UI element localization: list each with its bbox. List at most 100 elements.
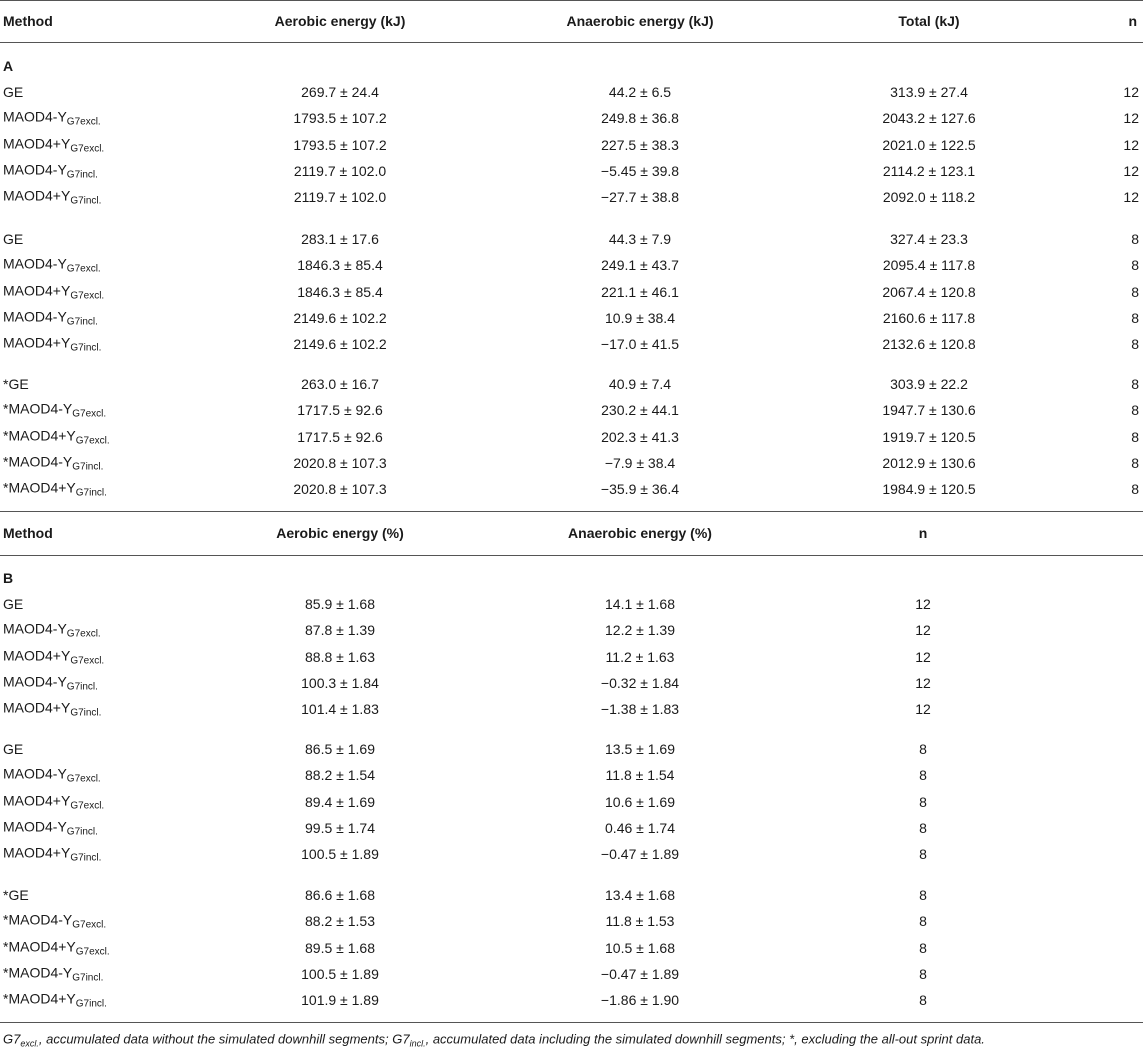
method-cell: MAOD4+YG7excl.	[3, 647, 104, 668]
method-name: MAOD4-Y	[3, 765, 67, 782]
method-cell: *MAOD4+YG7incl.	[3, 479, 107, 500]
row-asterisk: *	[3, 479, 9, 496]
method-name: GE	[3, 231, 24, 247]
row-asterisk: *	[3, 427, 9, 444]
method-cell: *MAOD4-YG7excl.	[3, 400, 106, 421]
method-name: MAOD4+Y	[3, 699, 71, 716]
method-subscript: G7incl.	[70, 852, 102, 864]
method-cell: GE	[3, 595, 23, 613]
n-cell: 8	[1131, 257, 1139, 273]
total-kj-cell: 2114.2 ± 123.1	[882, 163, 976, 179]
method-subscript: G7incl.	[70, 195, 102, 207]
row-asterisk: *	[3, 887, 9, 903]
col-aerobic-kj-header: Aerobic energy (kJ)	[274, 13, 406, 29]
method-name: MAOD4-Y	[8, 964, 73, 981]
anaerobic-kj-cell: −35.9 ± 36.4	[600, 481, 680, 497]
method-cell: *MAOD4-YG7incl.	[3, 453, 103, 474]
row-asterisk: *	[3, 376, 9, 392]
footnote-incl-term: G7	[392, 1031, 410, 1047]
anaerobic-kj-cell: −27.7 ± 38.8	[600, 189, 680, 205]
col-anaerobic-kj-header: Anaerobic energy (kJ)	[566, 13, 714, 29]
method-subscript: G7excl.	[66, 116, 101, 128]
anaerobic-kj-cell: −17.0 ± 41.5	[600, 336, 680, 352]
anaerobic-kj-cell: 44.2 ± 6.5	[608, 84, 672, 100]
n-cell: 12	[1123, 84, 1139, 100]
method-name: MAOD4+Y	[3, 187, 71, 204]
footnote-excl-sub: excl.	[20, 1038, 39, 1049]
aerobic-pct-cell: 88.8 ± 1.63	[305, 649, 375, 665]
method-name: GE	[8, 376, 29, 392]
anaerobic-pct-cell: 12.2 ± 1.39	[605, 622, 675, 638]
aerobic-kj-cell: 1846.3 ± 85.4	[297, 284, 383, 300]
method-subscript: G7incl.	[72, 461, 104, 473]
aerobic-pct-cell: 85.9 ± 1.68	[305, 596, 375, 612]
method-name: MAOD4-Y	[8, 453, 73, 470]
method-name: MAOD4-Y	[3, 108, 67, 125]
n-cell: 8	[1131, 284, 1139, 300]
method-subscript: G7excl.	[70, 655, 105, 667]
method-subscript: G7excl.	[66, 628, 101, 640]
anaerobic-kj-cell: 10.9 ± 38.4	[605, 310, 675, 326]
n-cell: 8	[919, 940, 927, 956]
method-cell: MAOD4+YG7excl.	[3, 282, 104, 303]
aerobic-kj-cell: 1846.3 ± 85.4	[297, 257, 383, 273]
n-cell: 12	[1123, 137, 1139, 153]
method-cell: *MAOD4-YG7excl.	[3, 911, 106, 932]
row-asterisk: *	[3, 911, 9, 928]
n-cell: 8	[1131, 231, 1139, 247]
method-subscript: G7excl.	[75, 435, 110, 447]
method-cell: *MAOD4+YG7incl.	[3, 990, 107, 1011]
method-subscript: G7excl.	[70, 290, 105, 302]
method-name: MAOD4-Y	[8, 911, 73, 928]
method-cell: MAOD4+YG7excl.	[3, 135, 104, 156]
n-cell: 12	[1123, 110, 1139, 126]
aerobic-kj-cell: 1793.5 ± 107.2	[293, 110, 387, 126]
aerobic-pct-cell: 101.4 ± 1.83	[301, 701, 379, 717]
method-subscript: G7excl.	[72, 408, 107, 420]
anaerobic-pct-cell: 10.5 ± 1.68	[605, 940, 675, 956]
total-kj-cell: 2012.9 ± 130.6	[882, 455, 976, 471]
method-name: MAOD4-Y	[3, 161, 67, 178]
col-method-header: Method	[3, 525, 53, 541]
anaerobic-pct-cell: −1.38 ± 1.83	[600, 701, 680, 717]
method-name: MAOD4+Y	[3, 844, 71, 861]
total-kj-cell: 2160.6 ± 117.8	[882, 310, 976, 326]
method-cell: MAOD4-YG7excl.	[3, 620, 101, 641]
aerobic-pct-cell: 101.9 ± 1.89	[301, 992, 379, 1008]
row-asterisk: *	[3, 990, 9, 1007]
method-name: MAOD4+Y	[3, 334, 71, 351]
anaerobic-kj-cell: 221.1 ± 46.1	[601, 284, 679, 300]
aerobic-kj-cell: 1793.5 ± 107.2	[293, 137, 387, 153]
method-name: MAOD4-Y	[3, 308, 67, 325]
method-subscript: G7incl.	[75, 487, 107, 499]
anaerobic-kj-cell: −5.45 ± 39.8	[600, 163, 680, 179]
anaerobic-kj-cell: −7.9 ± 38.4	[604, 455, 676, 471]
total-kj-cell: 2092.0 ± 118.2	[882, 189, 976, 205]
method-cell: *MAOD4+YG7excl.	[3, 427, 110, 448]
anaerobic-pct-cell: 11.8 ± 1.53	[605, 913, 675, 929]
method-cell: MAOD4-YG7incl.	[3, 673, 98, 694]
col-anaerobic-pct-header: Anaerobic energy (%)	[568, 525, 712, 541]
method-name: MAOD4-Y	[3, 255, 67, 272]
n-cell: 12	[1123, 189, 1139, 205]
method-cell: GE	[3, 83, 23, 101]
method-cell: GE	[3, 740, 23, 758]
method-name: MAOD4-Y	[3, 673, 67, 690]
row-asterisk: *	[3, 453, 9, 470]
method-cell: *MAOD4-YG7incl.	[3, 964, 103, 985]
table-a-top-rule	[0, 0, 1143, 1]
method-subscript: G7incl.	[66, 681, 98, 693]
method-name: GE	[3, 84, 24, 100]
anaerobic-pct-cell: 11.8 ± 1.54	[605, 767, 675, 783]
method-cell: MAOD4-YG7excl.	[3, 765, 101, 786]
method-name: GE	[3, 741, 24, 757]
aerobic-kj-cell: 2149.6 ± 102.2	[293, 310, 387, 326]
n-cell: 8	[919, 966, 927, 982]
total-kj-cell: 313.9 ± 27.4	[890, 84, 968, 100]
n-cell: 8	[1131, 481, 1139, 497]
n-cell: 8	[1131, 376, 1139, 392]
col-n-header: n	[1128, 13, 1137, 29]
method-cell: MAOD4+YG7incl.	[3, 187, 101, 208]
n-cell: 8	[919, 820, 927, 836]
